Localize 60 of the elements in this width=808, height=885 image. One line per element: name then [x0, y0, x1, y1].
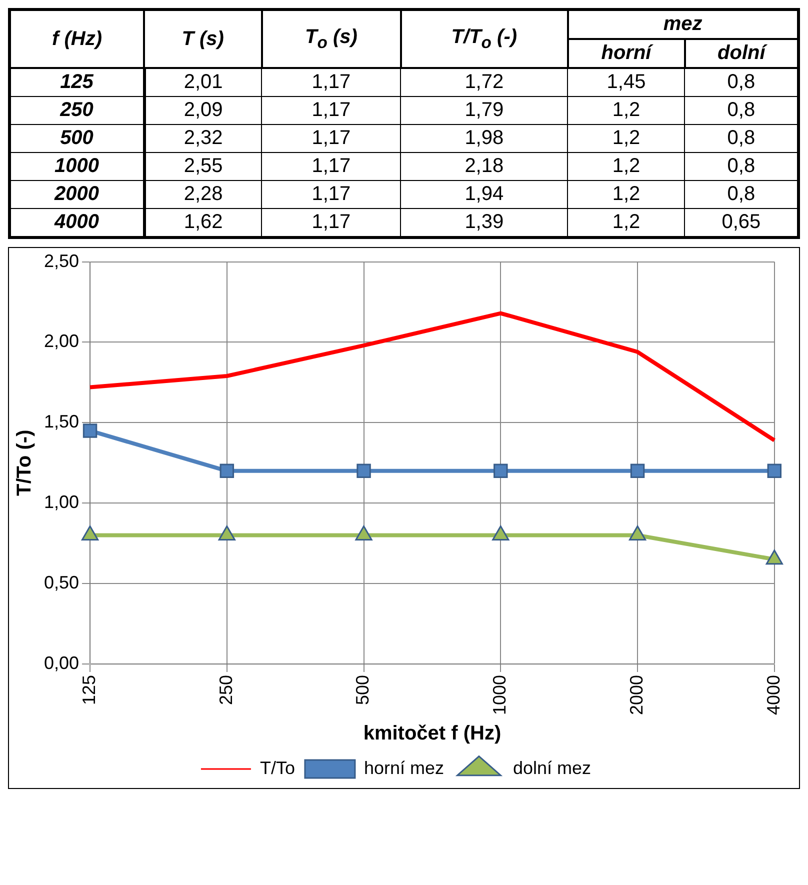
y-tick-label: 0,00 [44, 652, 80, 673]
y-axis-title: T/To (-) [14, 430, 36, 496]
data-label: 1,72 [400, 68, 568, 96]
legend-label: T/To [260, 758, 295, 778]
category-label: 250 [10, 96, 144, 124]
text: dolní [684, 39, 798, 68]
data-label: 1,17 [262, 124, 401, 152]
y-tick-label: 0,50 [44, 572, 80, 592]
x-tick-label: 4000 [763, 674, 784, 716]
legend-label: horní mez [364, 758, 444, 778]
text: T/T$_{o}$ (-) [400, 10, 568, 68]
data-label: 1,17 [262, 180, 401, 208]
category-label: 4000 [10, 208, 144, 238]
x-axis-title: kmitočet f (Hz) [363, 722, 502, 745]
data-label: 1,94 [400, 180, 568, 208]
data-label: 0,8 [684, 124, 798, 152]
data-label: 1,39 [400, 208, 568, 238]
y-tick-label: 1,00 [44, 492, 80, 512]
text: T$_{o}$ (s) [262, 10, 401, 68]
data-label: 1,2 [568, 124, 685, 152]
data-label: 0,8 [684, 180, 798, 208]
y-tick-label: 2,50 [44, 250, 80, 271]
data-label: 1,17 [262, 208, 401, 238]
data-label: 2,01 [144, 68, 262, 96]
data-label: 0,8 [684, 68, 798, 96]
category-label: 1000 [10, 152, 144, 180]
data-label: 1,17 [262, 96, 401, 124]
data-label: 1,2 [568, 180, 685, 208]
data-label: 2,28 [144, 180, 262, 208]
data-label: 1,98 [400, 124, 568, 152]
text: horní [568, 39, 685, 68]
data-label: 2,55 [144, 152, 262, 180]
legend-label: dolní mez [513, 758, 592, 778]
category-label: 125 [10, 68, 144, 96]
data-label: 2,09 [144, 96, 262, 124]
data-label: 2,32 [144, 124, 262, 152]
data-label: 0,8 [684, 96, 798, 124]
text: f (Hz) [10, 10, 144, 68]
data-label: 1,45 [568, 68, 685, 96]
data-label: 1,17 [262, 68, 401, 96]
data-label: 1,2 [568, 152, 685, 180]
x-tick-label: 500 [352, 674, 373, 706]
x-tick-label: 2000 [626, 674, 646, 716]
data-label: 1,2 [568, 96, 685, 124]
data-label: 1,79 [400, 96, 568, 124]
data-label: 1,62 [144, 208, 262, 238]
category-label: 500 [10, 124, 144, 152]
text: mez [568, 10, 798, 39]
data-label: 2,18 [400, 152, 568, 180]
data-label: 0,65 [684, 208, 798, 238]
x-tick-label: 125 [79, 674, 99, 706]
data-label: 1,2 [568, 208, 685, 238]
category-label: 2000 [10, 180, 144, 208]
text: T (s) [144, 10, 262, 68]
data-label: 1,17 [262, 152, 401, 180]
data-label: 0,8 [684, 152, 798, 180]
y-tick-label: 1,50 [44, 412, 80, 432]
y-tick-label: 2,00 [44, 331, 80, 352]
x-tick-label: 1000 [490, 674, 510, 716]
x-tick-label: 250 [216, 674, 236, 706]
